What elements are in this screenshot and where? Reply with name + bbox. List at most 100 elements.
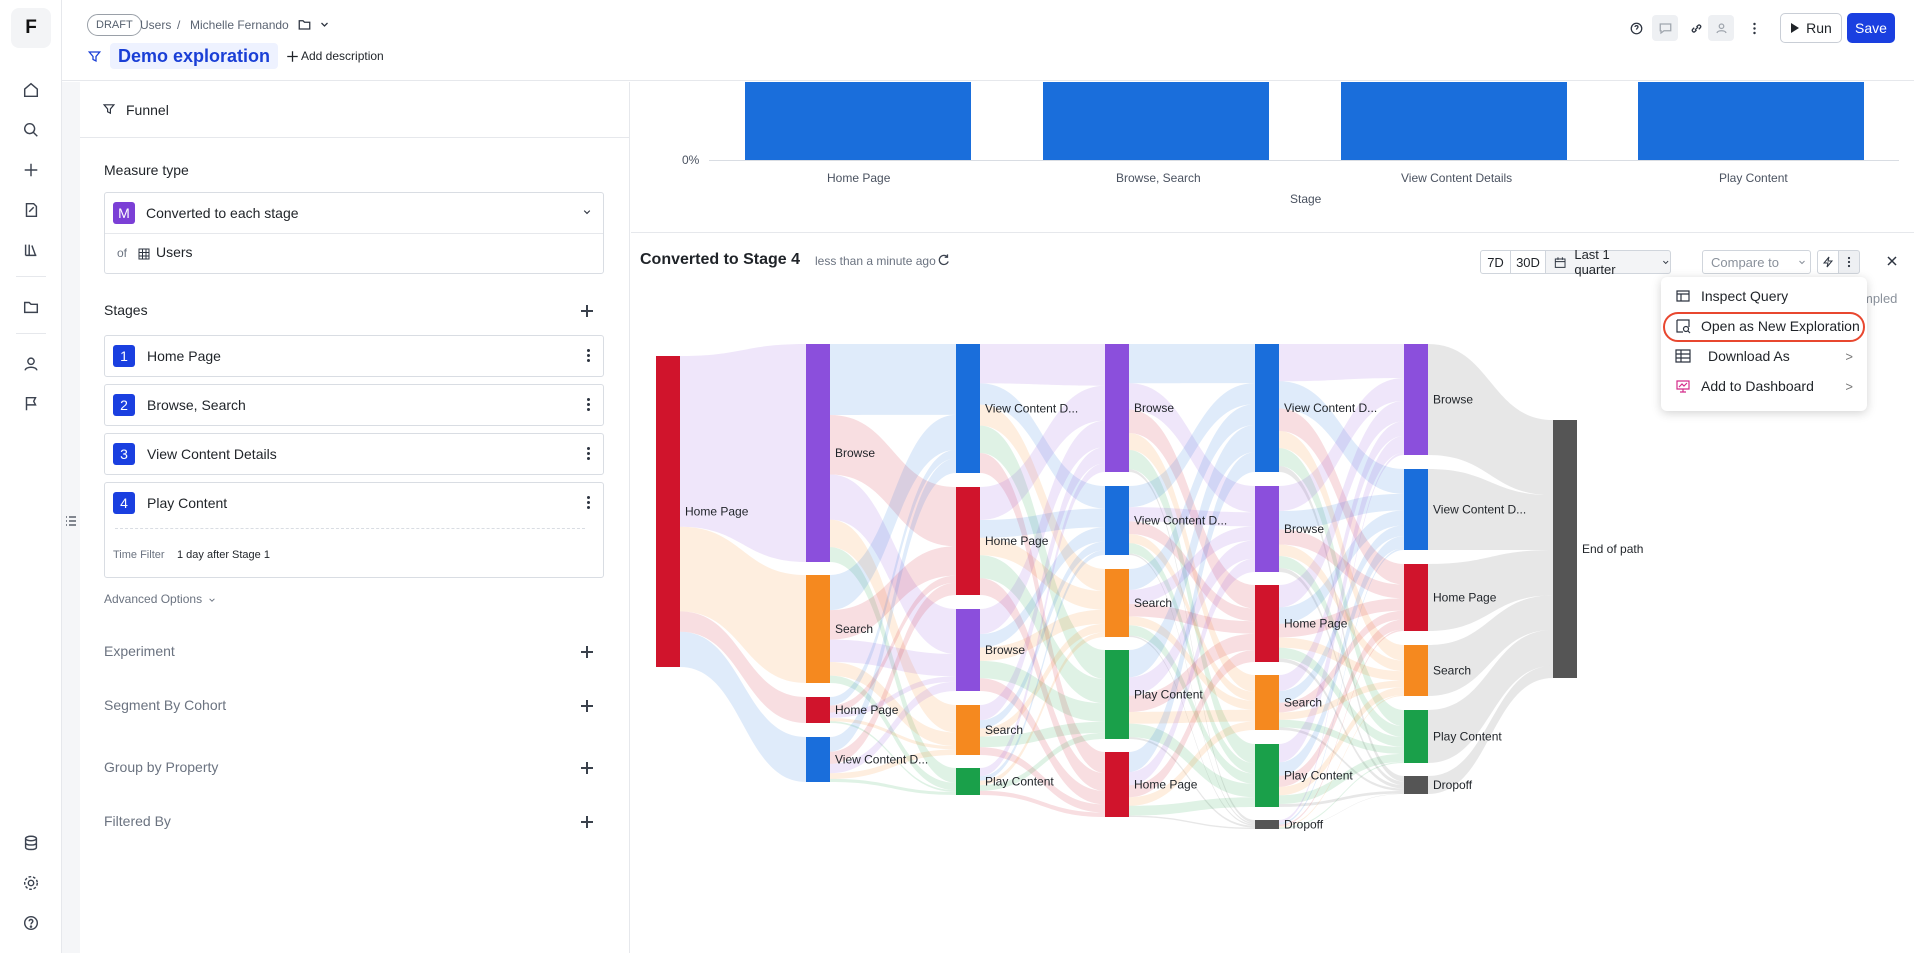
date-range-select[interactable]: Last 1 quarter: [1545, 247, 1671, 277]
sankey-link[interactable]: [1279, 694, 1404, 828]
sankey-link[interactable]: [1129, 553, 1255, 825]
sankey-link[interactable]: [830, 449, 956, 706]
sankey-link[interactable]: [1428, 344, 1553, 496]
sankey-link[interactable]: [830, 575, 956, 713]
sankey-node[interactable]: [1255, 585, 1279, 662]
sankey-link[interactable]: [680, 631, 806, 782]
sankey-node[interactable]: [806, 697, 830, 723]
sankey-link[interactable]: [1279, 448, 1404, 727]
stage-row[interactable]: 1 Home Page: [104, 335, 604, 377]
sankey-link[interactable]: [980, 447, 1105, 721]
sankey-link[interactable]: [830, 344, 956, 416]
sankey-node[interactable]: [956, 487, 980, 595]
help-icon[interactable]: [16, 908, 46, 938]
sankey-link[interactable]: [980, 404, 1105, 592]
sankey-link[interactable]: [1279, 544, 1404, 672]
sankey-link[interactable]: [1428, 469, 1553, 551]
sankey-link[interactable]: [1129, 433, 1255, 692]
sankey-link[interactable]: [1279, 408, 1404, 585]
sankey-link[interactable]: [1129, 383, 1255, 508]
sankey-link[interactable]: [1129, 521, 1255, 622]
sankey-link[interactable]: [830, 721, 956, 792]
sankey-link[interactable]: [980, 660, 1105, 722]
sankey-link[interactable]: [1279, 377, 1404, 512]
sankey-link[interactable]: [1129, 616, 1255, 710]
sankey-link[interactable]: [1129, 721, 1255, 806]
sankey-node[interactable]: [806, 737, 830, 782]
sankey-link[interactable]: [830, 717, 956, 750]
chevron-down-icon[interactable]: [580, 205, 594, 219]
sankey-node[interactable]: [806, 344, 830, 562]
share-users-icon[interactable]: [1708, 15, 1734, 41]
sankey-link[interactable]: [1279, 435, 1404, 763]
sankey-link[interactable]: [980, 541, 1105, 729]
sankey-node[interactable]: [656, 356, 680, 667]
sankey-link[interactable]: [1279, 619, 1404, 787]
sankey-link[interactable]: [1428, 629, 1553, 763]
sankey-link[interactable]: [1129, 540, 1255, 696]
sankey-link[interactable]: [1129, 558, 1255, 786]
sankey-link[interactable]: [830, 547, 956, 783]
chart-more-icon[interactable]: [1838, 250, 1860, 274]
time-filter-value[interactable]: 1 day after Stage 1: [177, 549, 270, 561]
sankey-node[interactable]: [956, 705, 980, 755]
sankey-link[interactable]: [1279, 610, 1404, 713]
stage-row[interactable]: 2 Browse, Search: [104, 384, 604, 426]
lightning-icon[interactable]: [1817, 250, 1839, 274]
more-options-icon[interactable]: [1742, 16, 1766, 40]
compare-to-select[interactable]: Compare to: [1702, 250, 1811, 274]
sankey-link[interactable]: [1279, 381, 1404, 494]
sankey-link[interactable]: [1279, 629, 1404, 827]
sankey-link[interactable]: [1279, 536, 1404, 776]
sankey-link[interactable]: [1279, 510, 1404, 624]
sankey-link[interactable]: [1129, 723, 1255, 798]
save-button[interactable]: Save: [1847, 13, 1895, 43]
database-icon[interactable]: [16, 828, 46, 858]
sankey-link[interactable]: [980, 344, 1105, 386]
settings-icon[interactable]: [16, 868, 46, 898]
sankey-link[interactable]: [1279, 431, 1404, 661]
experiment-section[interactable]: Experiment: [104, 643, 175, 659]
chevron-down-icon[interactable]: [312, 12, 336, 36]
sankey-link[interactable]: [830, 519, 956, 733]
stage-menu-icon[interactable]: [587, 349, 591, 363]
sankey-link[interactable]: [1279, 452, 1404, 823]
sankey-link[interactable]: [830, 778, 956, 795]
edit-document-icon[interactable]: [16, 195, 46, 225]
sankey-link[interactable]: [1129, 797, 1255, 816]
close-icon[interactable]: [1885, 254, 1899, 268]
plus-icon[interactable]: [16, 155, 46, 185]
sankey-link[interactable]: [1279, 344, 1404, 382]
sankey-node[interactable]: [1105, 569, 1129, 637]
sankey-link[interactable]: [980, 383, 1105, 509]
filtered-by-section[interactable]: Filtered By: [104, 813, 171, 829]
menu-item-inspect-query[interactable]: Inspect Query: [1661, 281, 1867, 311]
sankey-link[interactable]: [680, 611, 806, 723]
add-stage-icon[interactable]: [580, 304, 594, 318]
of-entity[interactable]: Users: [156, 244, 193, 260]
sankey-link[interactable]: [1129, 603, 1255, 634]
sankey-node[interactable]: [1255, 344, 1279, 472]
sankey-node[interactable]: [1404, 564, 1428, 631]
sankey-link[interactable]: [1279, 761, 1404, 829]
sankey-link[interactable]: [830, 546, 956, 640]
bar-home-page[interactable]: [745, 82, 971, 160]
sankey-link[interactable]: [980, 463, 1105, 777]
sankey-link[interactable]: [980, 578, 1105, 791]
bar-view-content-details[interactable]: [1341, 82, 1567, 160]
sankey-link[interactable]: [1129, 543, 1255, 774]
range-7d-button[interactable]: 7D: [1480, 250, 1511, 274]
sankey-link[interactable]: [980, 425, 1105, 679]
sankey-link[interactable]: [1279, 637, 1404, 681]
sankey-node[interactable]: [1255, 675, 1279, 730]
sankey-link[interactable]: [1279, 465, 1404, 782]
sankey-link[interactable]: [1129, 409, 1255, 609]
sankey-link[interactable]: [980, 609, 1105, 661]
sankey-link[interactable]: [980, 632, 1105, 786]
sankey-link[interactable]: [1129, 534, 1255, 701]
sankey-link[interactable]: [1129, 383, 1255, 513]
bar-play-content[interactable]: [1638, 82, 1864, 160]
sankey-link[interactable]: [1428, 550, 1553, 631]
sankey-link[interactable]: [1279, 658, 1404, 789]
sankey-link[interactable]: [980, 678, 1105, 805]
